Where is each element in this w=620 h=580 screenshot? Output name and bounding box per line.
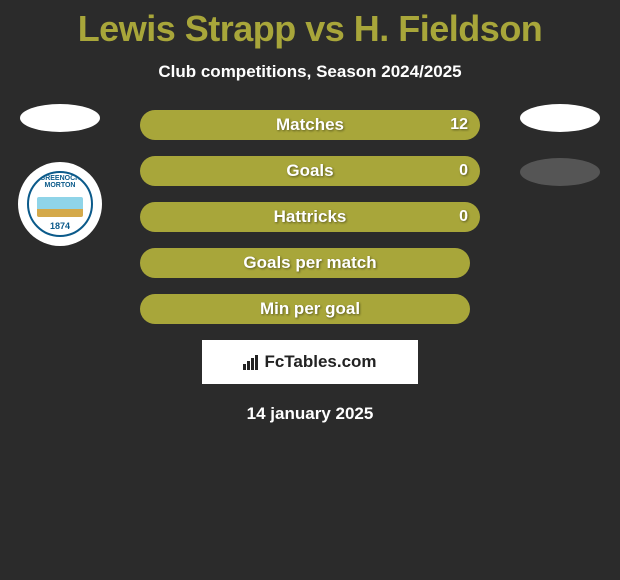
stat-row: Goals0 xyxy=(140,156,480,186)
stat-bar-fill xyxy=(140,294,470,324)
crest-year: 1874 xyxy=(29,221,91,231)
stat-bar-fill xyxy=(140,110,480,140)
player2-photo-placeholder xyxy=(520,104,600,132)
stat-row: Min per goal xyxy=(140,294,480,324)
player2-club-crest-placeholder xyxy=(520,158,600,186)
snapshot-date: 14 january 2025 xyxy=(0,404,620,424)
site-logo: FcTables.com xyxy=(202,340,418,384)
crest-top-text: GREENOCK MORTON xyxy=(29,175,91,189)
page-title: Lewis Strapp vs H. Fieldson xyxy=(0,0,620,50)
player1-club-crest: GREENOCK MORTON 1874 xyxy=(18,162,102,246)
subtitle: Club competitions, Season 2024/2025 xyxy=(0,62,620,82)
stat-bar-fill xyxy=(140,248,470,278)
stat-bar-fill xyxy=(140,202,480,232)
bar-chart-icon xyxy=(243,354,258,370)
comparison-panel: GREENOCK MORTON 1874 Matches12 Goals0 Hatt… xyxy=(0,110,620,424)
player1-photo-placeholder xyxy=(20,104,100,132)
crest-emblem-icon xyxy=(37,197,83,217)
site-logo-text: FcTables.com xyxy=(264,352,376,372)
stat-row: Goals per match xyxy=(140,248,480,278)
stats-bar-chart: Matches12 Goals0 Hattricks0 Goals per match… xyxy=(140,110,480,324)
stat-row: Hattricks0 xyxy=(140,202,480,232)
stat-bar-fill xyxy=(140,156,480,186)
stat-row: Matches12 xyxy=(140,110,480,140)
